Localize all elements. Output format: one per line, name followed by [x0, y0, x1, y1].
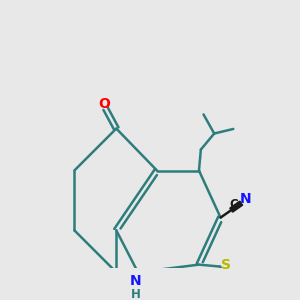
- Text: H: H: [131, 288, 141, 300]
- Text: S: S: [221, 258, 231, 272]
- Text: O: O: [98, 97, 109, 111]
- Text: N: N: [130, 274, 142, 288]
- Text: N: N: [240, 192, 251, 206]
- Text: C: C: [230, 199, 239, 212]
